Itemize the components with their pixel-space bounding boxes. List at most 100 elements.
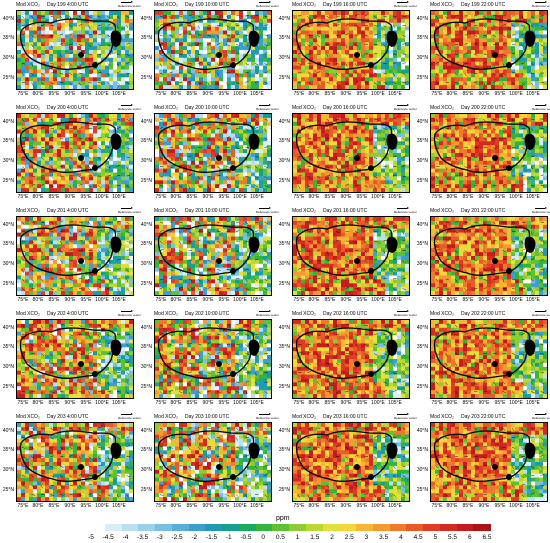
wind-vector <box>297 288 302 291</box>
wind-vector <box>40 381 45 383</box>
wind-vector <box>326 15 330 19</box>
wind-vector <box>473 334 478 336</box>
wind-vector <box>530 484 533 489</box>
wind-vector <box>159 156 163 160</box>
wind-vector <box>521 25 525 27</box>
wind-vector <box>511 372 515 376</box>
basin-shape <box>524 30 536 47</box>
longitude-tick-label: 80°E <box>32 91 44 97</box>
wind-vector <box>40 183 45 186</box>
reference-vector: Reference vector <box>394 310 417 318</box>
wind-vector <box>392 128 395 132</box>
wind-vector <box>254 391 258 395</box>
wind-vector <box>316 231 320 234</box>
wind-vector <box>373 446 378 449</box>
wind-vector <box>345 128 349 131</box>
wind-vector <box>326 288 331 290</box>
panel-variable-label: Mod XCO₂ <box>292 105 316 111</box>
station-marker <box>368 268 374 274</box>
wind-vector <box>40 267 45 270</box>
wind-vector <box>21 269 24 273</box>
wind-vector <box>297 146 302 148</box>
wind-vector <box>297 380 302 383</box>
wind-vector <box>50 185 54 188</box>
wind-vector <box>169 475 174 477</box>
wind-vector <box>88 137 91 141</box>
wind-vector <box>40 44 45 46</box>
xco2-map <box>292 10 410 90</box>
wind-vector <box>492 147 497 150</box>
reference-arrow-icon <box>535 310 547 312</box>
wind-vector <box>235 267 240 270</box>
wind-vector <box>59 33 64 36</box>
wind-vector <box>97 147 102 150</box>
wind-vector <box>178 484 183 488</box>
wind-vector <box>354 454 359 457</box>
wind-vector <box>402 127 406 129</box>
wind-vector <box>326 166 330 169</box>
wind-vector <box>354 446 359 449</box>
wind-vector <box>464 82 467 86</box>
wind-vector <box>473 126 478 129</box>
wind-vector <box>69 324 74 326</box>
wind-vector <box>78 362 83 365</box>
wind-vector <box>473 42 478 45</box>
wind-vector <box>307 268 312 270</box>
wind-vector <box>50 475 54 477</box>
wind-vector <box>435 175 439 180</box>
wind-vector <box>235 456 239 460</box>
wind-vector <box>307 44 311 47</box>
panel-variable-label: Mod XCO₂ <box>154 208 178 214</box>
colorbar-tick-label: 2 <box>330 534 334 541</box>
wind-vector <box>402 137 405 141</box>
wind-vector <box>435 362 439 366</box>
wind-vector <box>402 164 406 167</box>
wind-vector <box>59 484 63 488</box>
wind-vector <box>530 465 534 469</box>
wind-vector <box>521 165 525 167</box>
wind-vector <box>207 15 210 19</box>
wind-vector <box>97 446 102 449</box>
wind-vector <box>435 259 440 263</box>
wind-vector <box>392 351 397 354</box>
station-marker <box>216 258 222 264</box>
wind-vector <box>169 240 173 243</box>
wind-vector <box>316 164 321 167</box>
wind-vector <box>464 332 468 335</box>
wind-vector <box>492 342 497 345</box>
wind-vector <box>297 352 302 354</box>
panel-variable-label: Mod XCO₂ <box>292 2 316 8</box>
wind-vector <box>335 474 340 476</box>
wind-vector <box>521 259 524 264</box>
wind-vector <box>335 156 339 161</box>
longitude-tick-label: 80°E <box>170 194 182 200</box>
wind-vector <box>178 324 182 329</box>
wind-vector <box>402 372 406 375</box>
wind-vector <box>402 72 406 76</box>
wind-vector <box>197 166 202 169</box>
wind-vector <box>307 118 311 121</box>
wind-vector <box>402 147 406 150</box>
wind-vector <box>364 353 368 355</box>
wind-vector <box>197 231 202 233</box>
wind-vector <box>31 118 35 121</box>
wind-vector <box>78 156 81 161</box>
wind-vector <box>169 71 173 74</box>
wind-vector <box>50 118 54 121</box>
wind-vector <box>316 240 321 243</box>
wind-vector <box>383 324 386 328</box>
wind-vector <box>107 287 111 289</box>
wind-vector <box>169 34 173 37</box>
wind-vector <box>97 484 101 488</box>
wind-vector <box>383 44 387 48</box>
wind-vector <box>492 381 496 385</box>
plateau-boundary <box>19 430 117 482</box>
wind-vector <box>178 362 182 366</box>
wind-vector <box>383 185 387 188</box>
wind-vector <box>69 343 73 346</box>
wind-vector <box>364 240 367 244</box>
wind-vector <box>435 147 440 150</box>
wind-vector <box>116 361 121 364</box>
wind-vector <box>21 175 25 179</box>
wind-vector <box>316 71 321 74</box>
